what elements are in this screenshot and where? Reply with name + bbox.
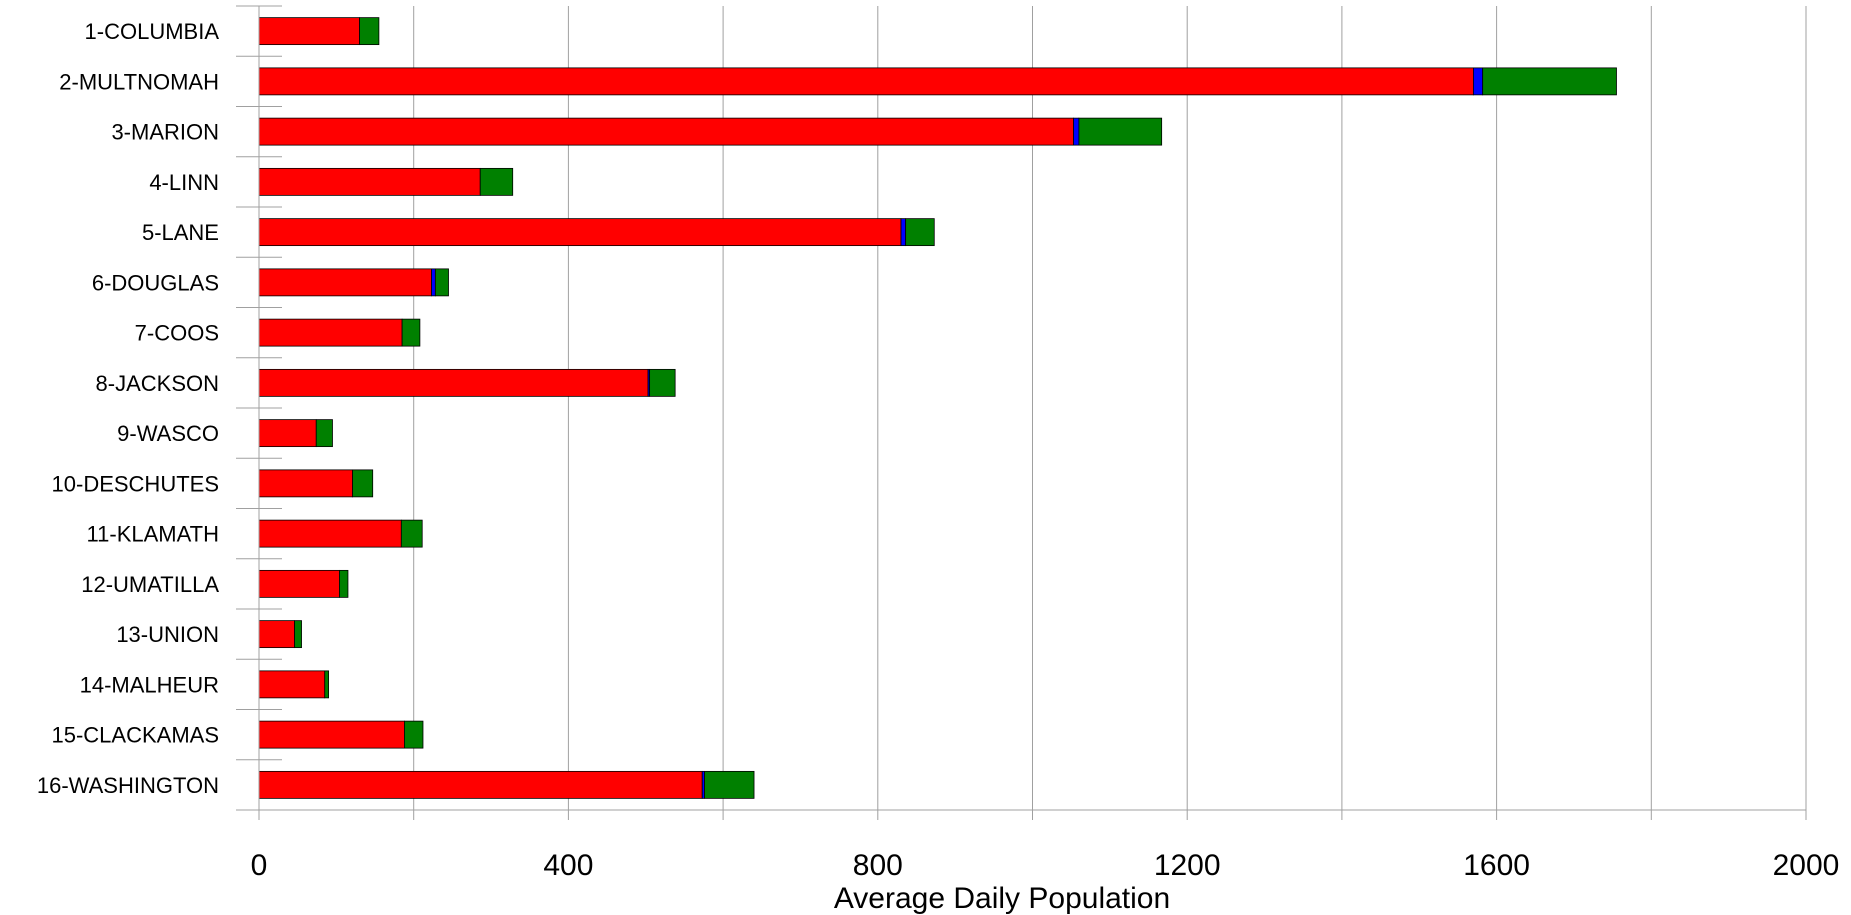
category-label: 4-LINN bbox=[149, 170, 219, 195]
bar-segment bbox=[258, 419, 317, 448]
bar-segment bbox=[258, 268, 432, 297]
bar-segment bbox=[900, 218, 907, 247]
x-tick-label: 0 bbox=[251, 849, 268, 882]
category-label: 6-DOUGLAS bbox=[92, 270, 219, 295]
x-tick-label: 800 bbox=[853, 849, 903, 882]
bar-segment bbox=[258, 469, 353, 498]
x-tick-label: 400 bbox=[543, 849, 593, 882]
category-label: 5-LANE bbox=[142, 220, 219, 245]
x-axis-title: Average Daily Population bbox=[834, 882, 1170, 915]
category-label: 1-COLUMBIA bbox=[85, 19, 220, 44]
category-label: 12-UMATILLA bbox=[81, 572, 219, 597]
category-label: 3-MARION bbox=[111, 120, 219, 145]
category-label: 8-JACKSON bbox=[96, 371, 219, 396]
bar-segment bbox=[258, 218, 902, 247]
bars bbox=[258, 17, 1617, 799]
bar-segment bbox=[905, 218, 935, 247]
category-label: 11-KLAMATH bbox=[87, 522, 219, 547]
bar-segment bbox=[479, 167, 514, 196]
x-tick-label: 2000 bbox=[1773, 849, 1840, 882]
category-labels: 1-COLUMBIA 2-MULTNOMAH 3-MARION 4-LINN 5-LAN… bbox=[37, 19, 219, 798]
x-tick-labels: 0 400 800 1200 1600 2000 bbox=[251, 849, 1840, 882]
bar-segment bbox=[1073, 117, 1080, 146]
bar-segment bbox=[1472, 67, 1484, 96]
bar-segment bbox=[258, 519, 402, 548]
bar-segment bbox=[434, 268, 449, 297]
bar-segment bbox=[352, 469, 374, 498]
bar-segment bbox=[258, 117, 1074, 146]
category-label: 15-CLACKAMAS bbox=[51, 723, 219, 748]
bar-segment bbox=[258, 368, 649, 397]
bar-segment bbox=[431, 268, 436, 297]
bar-segment bbox=[258, 569, 340, 598]
bar-segment bbox=[315, 419, 333, 448]
bar-segment bbox=[294, 620, 302, 649]
bar-segment bbox=[258, 318, 403, 347]
category-label: 14-MALHEUR bbox=[80, 672, 219, 697]
bar-segment bbox=[258, 720, 405, 749]
bar-segment bbox=[258, 67, 1474, 96]
bar-segment bbox=[324, 670, 330, 699]
bar-segment bbox=[339, 569, 349, 598]
bar-segment bbox=[258, 670, 326, 699]
bar-segment bbox=[404, 720, 424, 749]
category-label: 7-COOS bbox=[135, 321, 219, 346]
bar-segment bbox=[258, 620, 295, 649]
bar-segment bbox=[1078, 117, 1163, 146]
bar-segment bbox=[400, 519, 423, 548]
bar-segment bbox=[401, 318, 421, 347]
x-tick-label: 1600 bbox=[1463, 849, 1530, 882]
category-label: 9-WASCO bbox=[117, 421, 219, 446]
axes bbox=[236, 5, 1807, 820]
bar-segment bbox=[359, 17, 380, 46]
bar-segment bbox=[258, 167, 481, 196]
category-label: 10-DESCHUTES bbox=[52, 471, 219, 496]
category-label: 16-WASHINGTON bbox=[37, 773, 219, 798]
bar-segment bbox=[258, 770, 703, 799]
category-label: 2-MULTNOMAH bbox=[59, 69, 219, 94]
bar-segment bbox=[1482, 67, 1617, 96]
category-label: 13-UNION bbox=[116, 622, 219, 647]
x-tick-label: 1200 bbox=[1154, 849, 1221, 882]
bar-segment bbox=[649, 368, 676, 397]
bar-segment bbox=[704, 770, 755, 799]
bar-segment bbox=[258, 17, 360, 46]
